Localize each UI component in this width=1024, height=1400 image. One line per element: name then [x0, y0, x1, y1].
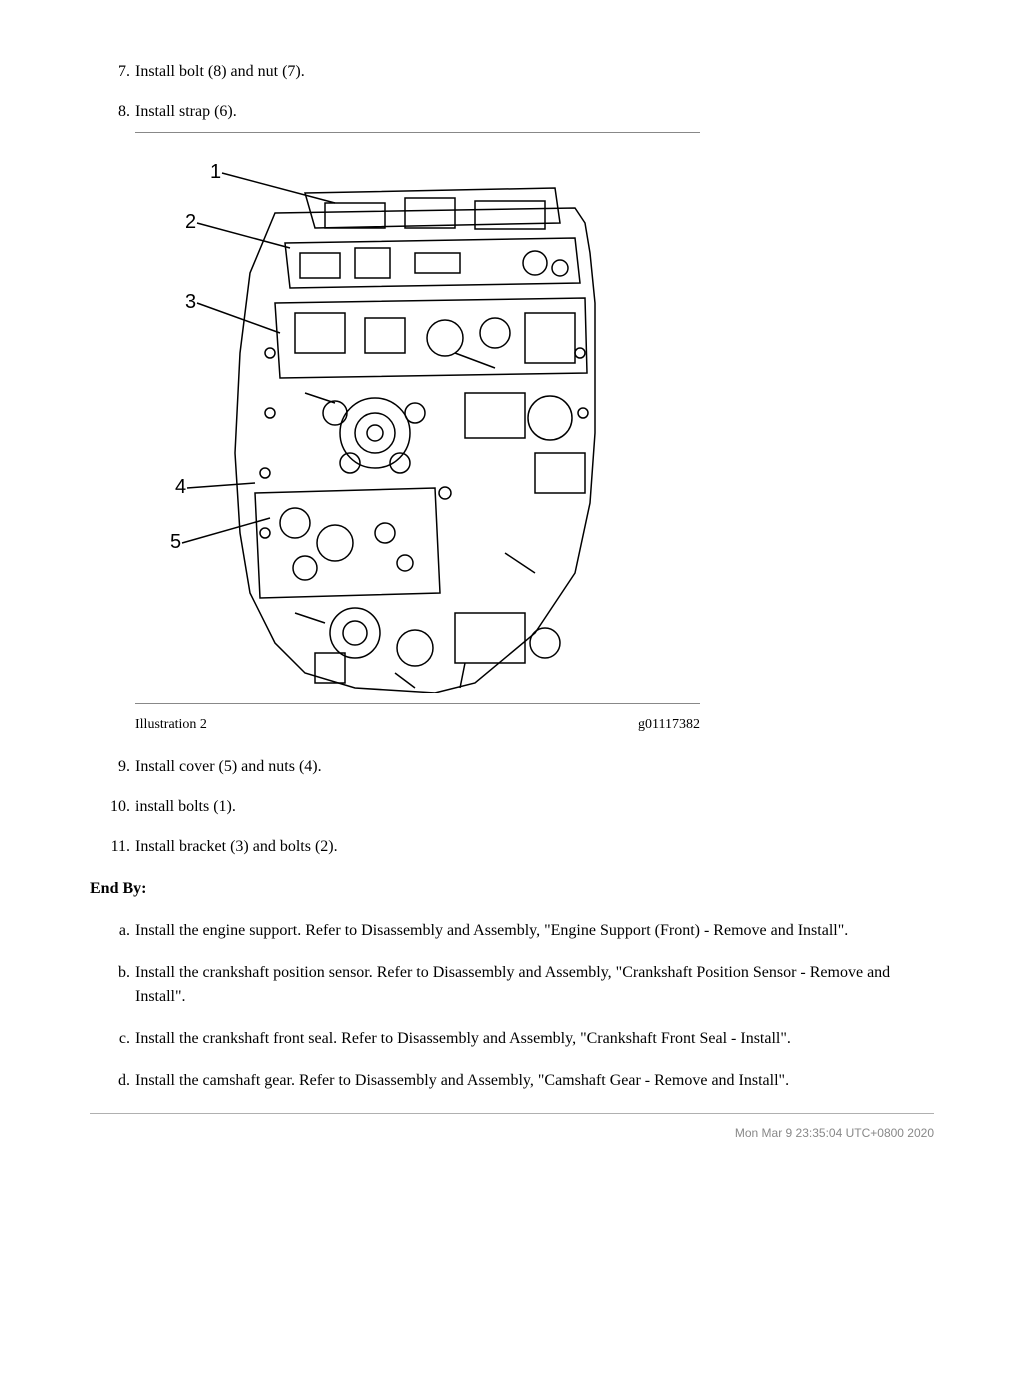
- illustration-label: Illustration 2: [135, 714, 207, 735]
- footer-rule: [90, 1113, 934, 1114]
- illustration-block: 1 2 3 4 5 Illustration 2 g01117382: [135, 132, 934, 735]
- end-by-list: Install the engine support. Refer to Dis…: [90, 919, 934, 1093]
- svg-text:1: 1: [210, 161, 221, 183]
- engine-diagram: 1 2 3 4 5: [155, 153, 605, 693]
- end-by-step-a: Install the engine support. Refer to Dis…: [135, 919, 934, 943]
- end-by-step-d: Install the camshaft gear. Refer to Disa…: [135, 1069, 934, 1093]
- steps-list-second: Install cover (5) and nuts (4). install …: [90, 755, 934, 859]
- step-7-text: Install bolt (8) and nut (7).: [135, 63, 305, 80]
- end-by-step-b: Install the crankshaft position sensor. …: [135, 961, 934, 1009]
- end-by-c-text: Install the crankshaft front seal. Refer…: [135, 1030, 791, 1047]
- step-7: Install bolt (8) and nut (7).: [135, 60, 934, 84]
- svg-text:5: 5: [170, 531, 181, 553]
- step-11: Install bracket (3) and bolts (2).: [135, 835, 934, 859]
- steps-list-first: Install bolt (8) and nut (7). Install st…: [90, 60, 934, 735]
- step-8: Install strap (6).: [135, 100, 934, 735]
- footer-timestamp: Mon Mar 9 23:35:04 UTC+0800 2020: [90, 1124, 934, 1142]
- step-8-text: Install strap (6).: [135, 103, 237, 120]
- step-10: install bolts (1).: [135, 795, 934, 819]
- engine-svg: 1 2 3 4 5: [155, 153, 605, 693]
- svg-text:4: 4: [175, 476, 186, 498]
- step-9: Install cover (5) and nuts (4).: [135, 755, 934, 779]
- end-by-step-c: Install the crankshaft front seal. Refer…: [135, 1027, 934, 1051]
- end-by-b-text: Install the crankshaft position sensor. …: [135, 964, 890, 1005]
- end-by-a-text: Install the engine support. Refer to Dis…: [135, 922, 848, 939]
- illustration-caption: Illustration 2 g01117382: [135, 704, 700, 735]
- illustration-ref: g01117382: [638, 714, 700, 735]
- step-11-text: Install bracket (3) and bolts (2).: [135, 838, 338, 855]
- diagram-container: 1 2 3 4 5: [135, 133, 700, 703]
- step-10-text: install bolts (1).: [135, 798, 236, 815]
- end-by-heading: End By:: [90, 877, 934, 901]
- svg-text:2: 2: [185, 211, 196, 233]
- svg-text:3: 3: [185, 291, 196, 313]
- end-by-d-text: Install the camshaft gear. Refer to Disa…: [135, 1072, 789, 1089]
- step-9-text: Install cover (5) and nuts (4).: [135, 758, 322, 775]
